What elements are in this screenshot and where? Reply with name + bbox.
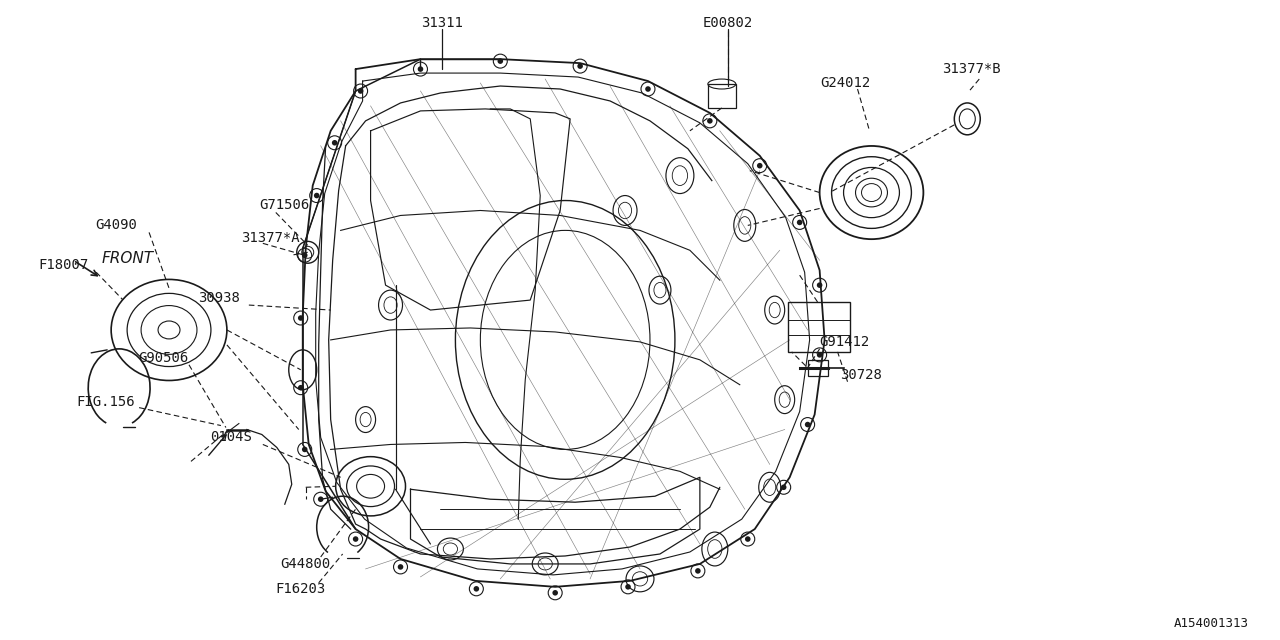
Circle shape — [756, 163, 763, 168]
Circle shape — [645, 86, 650, 92]
Text: F16203: F16203 — [275, 582, 326, 596]
Text: FIG.156: FIG.156 — [77, 395, 136, 409]
Circle shape — [805, 422, 810, 428]
Circle shape — [358, 88, 364, 94]
Circle shape — [417, 67, 424, 72]
Circle shape — [781, 484, 786, 490]
Circle shape — [553, 590, 558, 596]
Text: FRONT: FRONT — [101, 251, 154, 266]
Text: E00802: E00802 — [703, 16, 753, 30]
Text: 31311: 31311 — [421, 16, 463, 30]
Circle shape — [498, 58, 503, 64]
Circle shape — [474, 586, 479, 591]
Text: 31377*B: 31377*B — [942, 62, 1001, 76]
Text: G91412: G91412 — [819, 335, 870, 349]
Text: 30938: 30938 — [198, 291, 239, 305]
Circle shape — [317, 497, 324, 502]
Circle shape — [302, 253, 307, 258]
Circle shape — [817, 352, 823, 358]
Text: G90506: G90506 — [138, 351, 188, 365]
Circle shape — [353, 536, 358, 542]
Circle shape — [695, 568, 700, 573]
Circle shape — [745, 536, 750, 542]
Bar — [708, 84, 736, 108]
Bar — [808, 360, 828, 376]
Circle shape — [577, 63, 582, 69]
Text: 0104S: 0104S — [210, 431, 252, 445]
Circle shape — [298, 316, 303, 321]
Text: 30728: 30728 — [840, 368, 882, 382]
Bar — [787, 302, 850, 352]
Text: A154001313: A154001313 — [1174, 617, 1249, 630]
Circle shape — [302, 447, 307, 452]
Text: F18007: F18007 — [38, 258, 88, 272]
Text: G24012: G24012 — [820, 76, 870, 90]
Circle shape — [817, 282, 823, 288]
Circle shape — [707, 118, 713, 124]
Text: G71506: G71506 — [259, 198, 308, 212]
Text: G44800: G44800 — [280, 557, 330, 571]
Circle shape — [298, 385, 303, 390]
Text: G4090: G4090 — [95, 218, 137, 232]
Text: 31377*A: 31377*A — [241, 231, 300, 245]
Circle shape — [625, 584, 631, 589]
Circle shape — [398, 564, 403, 570]
Circle shape — [332, 140, 338, 145]
Circle shape — [797, 220, 803, 225]
Circle shape — [314, 193, 320, 198]
